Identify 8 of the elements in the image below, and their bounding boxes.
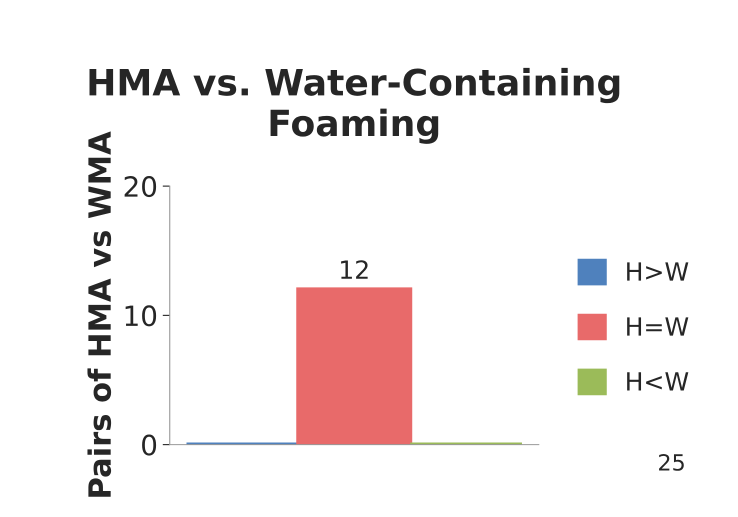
y-tick-label: 10 (126, 305, 156, 326)
legend-label: H=W (627, 317, 688, 336)
y-tick-label: 20 (124, 176, 156, 198)
y-tick-label: 0 (142, 434, 156, 456)
data-label: 12 (341, 260, 368, 279)
legend-label: H>W (627, 262, 688, 281)
text: 25 (659, 454, 684, 471)
legend-label: H<W (627, 372, 688, 391)
